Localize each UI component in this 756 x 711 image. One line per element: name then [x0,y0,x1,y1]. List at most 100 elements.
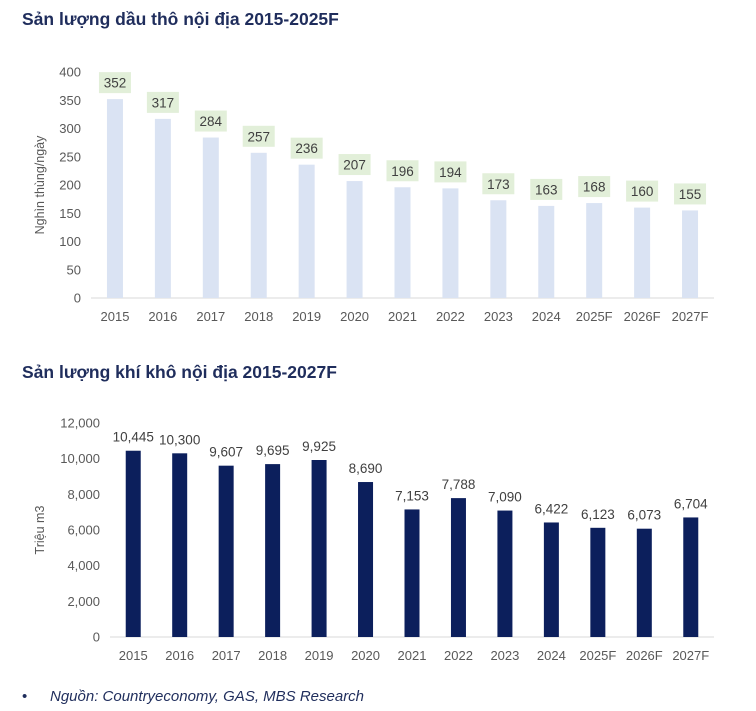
gas-bar [311,460,327,637]
gas-x-tick-label: 2026F [626,648,663,663]
oil-x-tick-label: 2016 [148,309,177,324]
oil-x-tick-label: 2021 [388,309,417,324]
oil-data-label: 155 [679,187,702,202]
gas-data-label: 7,788 [442,477,476,492]
oil-y-tick-label: 250 [59,149,81,164]
oil-production-chart: 0 50 100 150 200 250 300 350 400 Nghìn thùng/ngày… [33,65,714,324]
oil-y-tick-label: 50 [67,262,81,277]
oil-bar [250,152,267,298]
oil-y-tick-label: 0 [74,291,81,306]
gas-production-chart: 0 2,000 4,000 6,000 8,000 10,000 12,000 Triệu m… [33,416,714,663]
gas-y-axis-label: Triệu m3 [33,506,47,555]
gas-data-label: 9,925 [302,439,336,454]
oil-data-label-box [434,161,467,183]
gas-x-tick-label: 2023 [490,648,519,663]
oil-bar [538,205,555,298]
gas-y-tick-label: 10,000 [60,451,100,466]
oil-data-label-box [530,178,563,200]
oil-chart-title: Sản lượng dầu thô nội địa 2015-2025F [22,9,339,29]
oil-x-tick-label: 2019 [292,309,321,324]
source-note: • Nguồn: Countryeconomy, GAS, MBS Researc… [22,688,364,705]
gas-x-tick-label: 2020 [351,648,380,663]
oil-y-tick-label: 100 [59,234,81,249]
gas-data-label: 10,445 [113,430,154,445]
gas-x-tick-label: 2015 [119,648,148,663]
gas-x-tick-label: 2021 [398,648,427,663]
gas-x-tick-label: 2018 [258,648,287,663]
gas-data-label: 6,704 [674,496,708,511]
gas-data-label: 8,690 [349,461,383,476]
gas-y-tick-label: 12,000 [60,416,100,431]
oil-x-tick-label: 2022 [436,309,465,324]
oil-bar [682,210,699,298]
gas-x-tick-label: 2024 [537,648,566,663]
gas-y-tick-label: 6,000 [67,523,100,538]
oil-y-axis-label: Nghìn thùng/ngày [33,135,47,234]
gas-bar [543,522,559,637]
gas-bar [450,498,466,637]
gas-bar [218,465,234,637]
source-text: Nguồn: Countryeconomy, GAS, MBS Research [50,688,365,705]
oil-data-label-box [626,180,659,202]
gas-chart-title: Sản lượng khí khô nội địa 2015-2027F [22,362,337,382]
gas-data-label: 9,695 [256,443,290,458]
gas-bar [590,527,606,637]
gas-y-tick-label: 2,000 [67,594,100,609]
oil-bar [106,99,123,299]
oil-x-tick-label: 2026F [624,309,661,324]
gas-data-label: 7,153 [395,488,429,503]
oil-data-label: 317 [152,95,175,110]
oil-data-label: 207 [343,158,366,173]
oil-bar [346,181,363,298]
gas-x-tick-label: 2017 [212,648,241,663]
oil-data-label-box [146,91,179,113]
oil-data-label: 196 [391,164,414,179]
gas-data-label: 9,607 [209,445,243,460]
gas-y-tick-label: 4,000 [67,558,100,573]
oil-data-label: 194 [439,165,462,180]
oil-data-label-box [674,183,707,205]
oil-bar [442,188,459,298]
gas-y-tick-label: 8,000 [67,487,100,502]
oil-bar [394,187,411,298]
oil-data-label-box [194,110,227,132]
gas-x-tick-label: 2022 [444,648,473,663]
gas-data-label: 6,123 [581,507,615,522]
oil-x-tick-label: 2017 [196,309,225,324]
oil-data-label-box [242,125,275,147]
gas-x-tick-label: 2025F [579,648,616,663]
oil-x-tick-label: 2023 [484,309,513,324]
oil-data-label: 352 [104,76,127,91]
gas-data-label: 6,073 [627,508,661,523]
oil-bar [298,164,315,298]
oil-x-tick-label: 2015 [101,309,130,324]
oil-x-tick-label: 2027F [672,309,709,324]
oil-data-label-box [482,173,515,195]
oil-x-tick-label: 2020 [340,309,369,324]
oil-bar [490,200,507,298]
oil-data-label: 160 [631,184,654,199]
gas-bar [683,517,699,637]
oil-data-label-box [98,72,131,94]
gas-data-label: 6,422 [534,501,568,516]
oil-data-label: 236 [295,141,318,156]
oil-data-label: 163 [535,182,558,197]
oil-y-tick-label: 300 [59,121,81,136]
gas-data-label: 10,300 [159,432,200,447]
gas-bar [404,509,420,637]
gas-bar [497,510,513,637]
oil-data-label: 173 [487,177,510,192]
gas-data-label: 7,090 [488,490,522,505]
gas-bar [636,528,652,637]
oil-data-label: 257 [247,129,270,144]
oil-data-label: 168 [583,180,606,195]
oil-x-tick-label: 2025F [576,309,613,324]
gas-x-tick-label: 2016 [165,648,194,663]
oil-data-label-box [386,160,419,182]
gas-bar [358,482,374,637]
oil-y-tick-label: 150 [59,206,81,221]
oil-y-tick-label: 400 [59,65,81,80]
oil-x-tick-label: 2018 [244,309,273,324]
gas-bar [125,450,141,637]
gas-y-tick-label: 0 [93,630,100,645]
